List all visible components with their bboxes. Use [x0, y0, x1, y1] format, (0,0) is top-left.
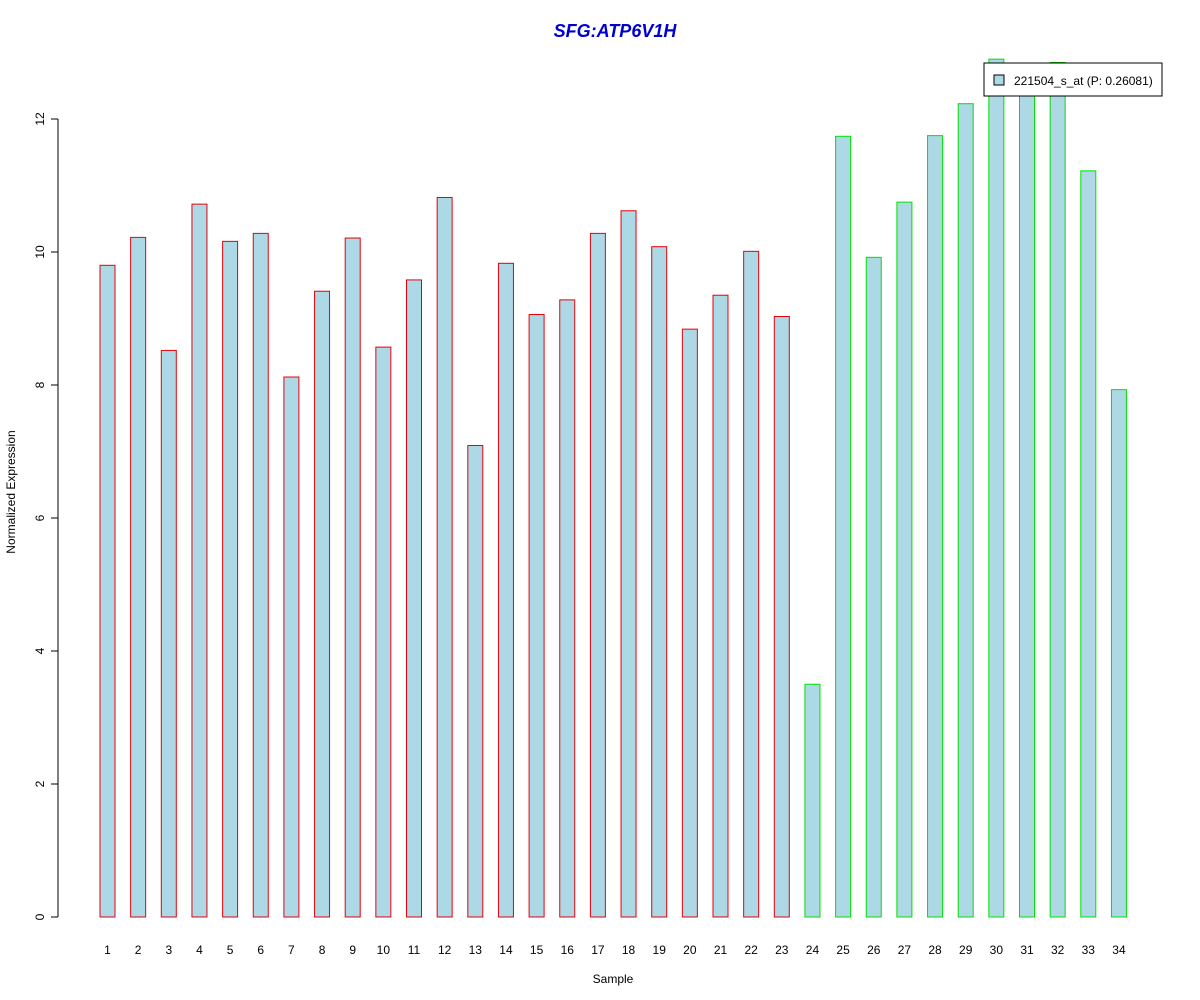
- bar: [467, 445, 484, 918]
- x-tick-label: 17: [591, 943, 605, 957]
- x-tick-label: 25: [836, 943, 850, 957]
- y-tick-label: 10: [33, 245, 47, 259]
- bar: [620, 210, 637, 918]
- y-tick-label: 2: [33, 780, 47, 787]
- bar: [222, 240, 239, 918]
- x-tick-label: 23: [775, 943, 789, 957]
- bar: [804, 683, 821, 918]
- y-tick-label: 8: [33, 381, 47, 388]
- y-tick-label: 4: [33, 647, 47, 654]
- x-tick-label: 11: [408, 943, 421, 957]
- x-tick-label: 20: [683, 943, 697, 957]
- y-tick-label: 6: [33, 514, 47, 521]
- bar: [988, 58, 1005, 918]
- y-tick-label: 12: [33, 112, 47, 126]
- y-axis-title: Normalized Expression: [4, 430, 18, 553]
- bar: [1110, 389, 1127, 918]
- x-axis-tick-labels: 1 2 3 4 5 6 7 8 9 10 11 12 13 14 15 16 17 18 19 20 21 22 23 24 2…: [104, 943, 1126, 957]
- x-tick-label: 15: [530, 943, 544, 957]
- x-tick-label: 26: [867, 943, 881, 957]
- x-tick-label: 16: [561, 943, 575, 957]
- x-tick-label: 13: [469, 943, 483, 957]
- x-tick-label: 28: [928, 943, 942, 957]
- x-tick-label: 24: [806, 943, 820, 957]
- x-tick-label: 14: [499, 943, 513, 957]
- bar: [896, 201, 913, 918]
- bar: [252, 232, 269, 918]
- bar: [865, 256, 882, 918]
- bar: [130, 236, 147, 918]
- x-tick-label: 30: [990, 943, 1004, 957]
- bar: [528, 314, 545, 918]
- x-tick-label: 18: [622, 943, 636, 957]
- x-tick-label: 1: [104, 943, 111, 957]
- bar: [314, 290, 331, 918]
- legend-swatch: [993, 74, 1005, 86]
- bar: [651, 246, 668, 918]
- x-tick-label: 8: [319, 943, 326, 957]
- bar: [160, 349, 177, 918]
- x-tick-label: 10: [377, 943, 391, 957]
- chart-title: SFG:ATP6V1H: [554, 21, 678, 41]
- y-tick-label: 0: [33, 913, 47, 920]
- x-tick-label: 9: [349, 943, 356, 957]
- bar: [773, 316, 790, 918]
- x-tick-label: 3: [165, 943, 172, 957]
- x-tick-label: 7: [288, 943, 295, 957]
- bar: [743, 250, 760, 918]
- x-tick-label: 32: [1051, 943, 1065, 957]
- bar: [283, 376, 300, 918]
- legend-label: 221504_s_at (P: 0.26081): [1014, 74, 1153, 88]
- bar: [191, 203, 208, 918]
- legend-box: [983, 62, 1163, 97]
- x-tick-label: 33: [1082, 943, 1096, 957]
- bar: [344, 237, 361, 918]
- x-tick-label: 22: [744, 943, 758, 957]
- x-tick-label: 6: [257, 943, 264, 957]
- y-axis-ticks: 0 2 4 6 8 10 12: [33, 112, 58, 920]
- bar: [1080, 170, 1097, 918]
- x-tick-label: 21: [714, 943, 728, 957]
- legend: 221504_s_at (P: 0.26081): [983, 62, 1163, 97]
- x-tick-label: 29: [959, 943, 973, 957]
- x-tick-label: 12: [438, 943, 452, 957]
- bar: [497, 262, 514, 918]
- bar: [1019, 63, 1035, 918]
- bars: [99, 58, 1127, 918]
- x-tick-label: 5: [227, 943, 234, 957]
- bar: [712, 294, 729, 918]
- bar: [957, 103, 974, 918]
- x-tick-label: 27: [898, 943, 912, 957]
- bar: [1049, 61, 1066, 918]
- x-tick-label: 34: [1112, 943, 1126, 957]
- bar: [406, 279, 422, 918]
- x-tick-label: 31: [1020, 943, 1034, 957]
- x-axis-title: Sample: [593, 972, 634, 986]
- x-tick-label: 19: [653, 943, 667, 957]
- bar: [589, 232, 606, 918]
- bar: [436, 196, 453, 918]
- bar: [99, 264, 116, 918]
- bar: [681, 328, 698, 918]
- x-tick-label: 2: [135, 943, 142, 957]
- bar: [835, 135, 852, 918]
- x-tick-label: 4: [196, 943, 203, 957]
- bar: [927, 135, 944, 918]
- bar: [375, 346, 392, 918]
- bar: [559, 299, 576, 918]
